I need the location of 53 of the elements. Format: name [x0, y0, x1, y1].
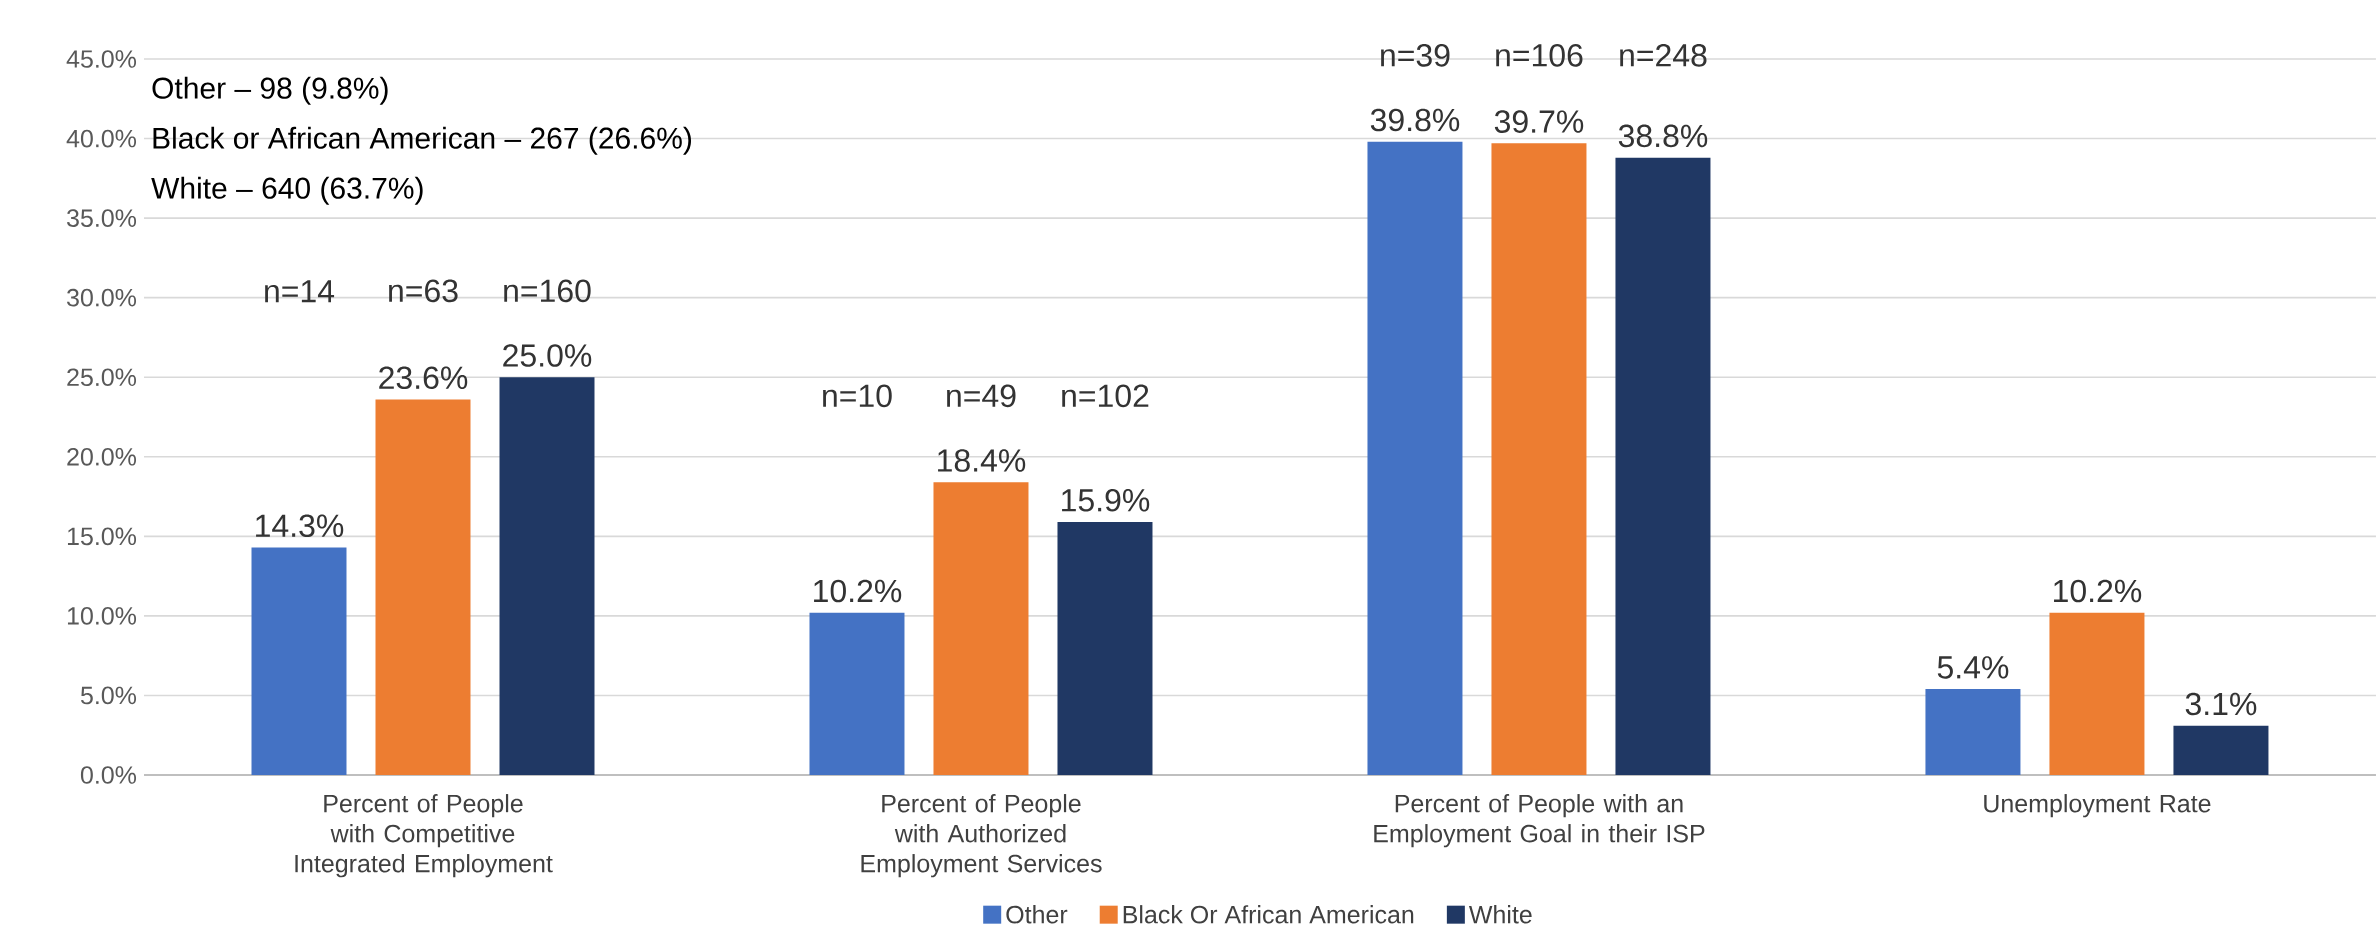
data-label: 18.4%: [938, 449, 1026, 472]
y-tick-label: 10.0%: [67, 607, 137, 625]
annotation: White – 640 (63.7%): [151, 176, 423, 205]
y-tick-label: 30.0%: [67, 288, 137, 307]
annotation: n=39: [1381, 44, 1450, 67]
annotation: n=49: [947, 384, 1016, 408]
data-label: 10.2%: [2054, 579, 2142, 603]
annotation: n=102: [1062, 384, 1149, 408]
bar: [499, 377, 595, 776]
bar: [1925, 689, 2021, 776]
y-tick-label: 25.0%: [67, 368, 137, 387]
y-tick-label: 5.0%: [80, 686, 137, 705]
y-tick-label: 40.0%: [66, 129, 137, 148]
bar: [1491, 143, 1587, 776]
y-tick-label: 0.0%: [80, 766, 137, 784]
annotation: Other – 98 (9.8%): [152, 76, 388, 105]
annotation: n=160: [504, 279, 591, 303]
legend-label: White: [1468, 905, 1532, 924]
annotation: Black or African American – 267 (26.6%): [153, 126, 691, 155]
bar: [2049, 612, 2145, 776]
bar: [1615, 157, 1711, 776]
data-label: 10.2%: [814, 579, 902, 603]
annotation: n=10: [823, 384, 892, 408]
data-label: 39.7%: [1494, 110, 1584, 133]
annotation: n=106: [1496, 44, 1583, 67]
y-tick-label: 45.0%: [66, 50, 137, 68]
bar: [375, 399, 471, 776]
data-label: 14.3%: [256, 514, 344, 538]
annotation: n=14: [265, 280, 335, 303]
data-label: 23.6%: [379, 366, 468, 390]
x-tick-label: Percent of People with Authorized Employment Services: [861, 794, 1102, 878]
x-tick-label: Unemployment Rate: [1984, 794, 2211, 818]
x-tick-label: Percent of People with Competitive Integrated Employment: [295, 794, 553, 878]
bar: [1367, 141, 1463, 776]
legend-label: Black Or African American: [1123, 905, 1414, 924]
data-label: 5.4%: [1937, 656, 2009, 679]
bar: [251, 547, 347, 776]
annotation: n=63: [389, 279, 458, 303]
data-label: 38.8%: [1618, 124, 1708, 148]
data-label: 3.1%: [2185, 692, 2257, 716]
y-tick-label: 20.0%: [67, 447, 137, 466]
x-tick-label: Percent of People with an Employment Goal in their ISP: [1374, 794, 1705, 848]
legend-label: Other: [1006, 905, 1068, 924]
bar: [1057, 522, 1153, 776]
data-label: 39.8%: [1370, 108, 1460, 132]
y-tick-label: 35.0%: [67, 209, 137, 227]
data-label: 15.9%: [1062, 488, 1150, 512]
bar: [2173, 725, 2269, 776]
y-tick-label: 15.0%: [67, 527, 137, 546]
bar: [933, 482, 1029, 776]
data-label: 25.0%: [503, 344, 592, 367]
annotation: n=248: [1620, 44, 1707, 67]
bar: [809, 612, 905, 776]
